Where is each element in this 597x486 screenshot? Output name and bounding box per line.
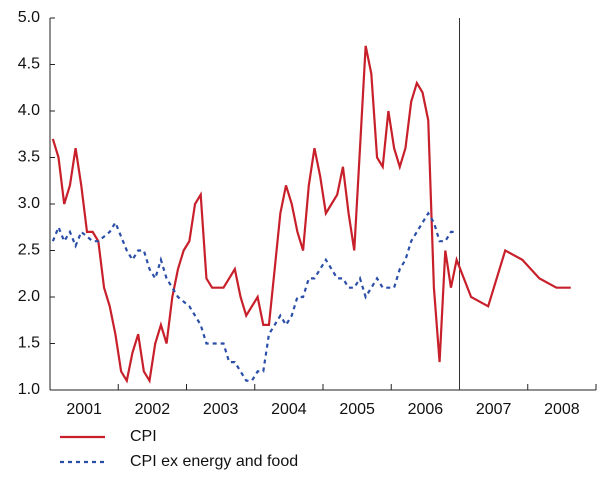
x-tick-label: 2004 bbox=[271, 401, 307, 418]
x-tick-label: 2003 bbox=[203, 401, 239, 418]
y-tick-label: 1.5 bbox=[18, 335, 40, 352]
y-tick-label: 4.5 bbox=[18, 56, 40, 73]
x-tick-label: 2002 bbox=[135, 401, 171, 418]
legend-label: CPI bbox=[130, 428, 157, 445]
y-tick-label: 3.0 bbox=[18, 195, 40, 212]
y-tick-label: 2.5 bbox=[18, 242, 40, 259]
y-tick-label: 5.0 bbox=[18, 9, 40, 26]
y-tick-label: 1.0 bbox=[18, 381, 40, 398]
y-tick-label: 4.0 bbox=[18, 102, 40, 119]
x-tick-label: 2001 bbox=[66, 401, 102, 418]
series-line bbox=[51, 211, 457, 382]
legend-label: CPI ex energy and food bbox=[130, 453, 298, 470]
x-tick-label: 2005 bbox=[339, 401, 375, 418]
series-line bbox=[51, 45, 571, 384]
x-tick-label: 2008 bbox=[544, 401, 580, 418]
y-tick-label: 3.5 bbox=[18, 149, 40, 166]
x-tick-label: 2007 bbox=[476, 401, 512, 418]
x-tick-label: 2006 bbox=[408, 401, 444, 418]
y-tick-label: 2.0 bbox=[18, 288, 40, 305]
